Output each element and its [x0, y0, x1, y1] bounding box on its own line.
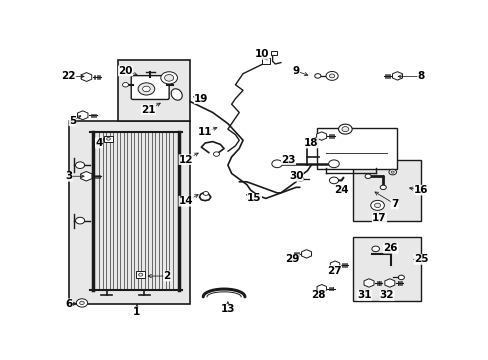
Circle shape	[314, 74, 320, 78]
Circle shape	[325, 72, 338, 80]
Circle shape	[380, 185, 386, 190]
Polygon shape	[329, 261, 339, 269]
Text: 4: 4	[95, 138, 102, 148]
Text: 17: 17	[371, 213, 386, 223]
Circle shape	[338, 124, 351, 134]
Text: 12: 12	[179, 155, 193, 165]
Circle shape	[397, 275, 404, 280]
Circle shape	[213, 152, 219, 156]
Circle shape	[164, 75, 173, 81]
Text: 5: 5	[69, 116, 76, 126]
Circle shape	[390, 171, 393, 173]
Text: 2: 2	[163, 271, 170, 281]
Bar	[136, 271, 145, 278]
Circle shape	[329, 74, 334, 78]
Circle shape	[76, 299, 87, 307]
Circle shape	[271, 160, 282, 168]
Text: 15: 15	[246, 193, 261, 203]
Text: 20: 20	[118, 66, 133, 76]
Bar	[262, 58, 269, 64]
Polygon shape	[363, 279, 373, 287]
Polygon shape	[384, 279, 394, 287]
Circle shape	[388, 169, 396, 175]
Text: 6: 6	[65, 299, 72, 309]
Circle shape	[341, 127, 348, 132]
Text: 7: 7	[390, 199, 398, 209]
Bar	[352, 159, 420, 221]
Text: 19: 19	[194, 94, 208, 104]
Bar	[68, 121, 189, 304]
Text: 21: 21	[141, 105, 155, 115]
Text: 18: 18	[304, 138, 318, 148]
Polygon shape	[81, 73, 92, 81]
Text: 24: 24	[334, 185, 348, 195]
Bar	[104, 136, 112, 142]
Text: 25: 25	[413, 255, 427, 264]
Text: 1: 1	[133, 307, 140, 317]
Text: 11: 11	[198, 127, 212, 137]
Circle shape	[374, 203, 380, 208]
Circle shape	[142, 86, 150, 92]
FancyBboxPatch shape	[131, 76, 169, 99]
Text: 3: 3	[65, 171, 72, 181]
Text: 13: 13	[220, 304, 235, 314]
Circle shape	[138, 83, 154, 95]
Bar	[118, 60, 189, 121]
Polygon shape	[301, 249, 311, 258]
Text: 29: 29	[285, 255, 299, 264]
Circle shape	[106, 138, 110, 140]
Circle shape	[203, 192, 208, 195]
Text: 28: 28	[311, 291, 325, 301]
Text: 27: 27	[326, 266, 341, 275]
Bar	[352, 237, 420, 301]
Bar	[271, 51, 276, 55]
Circle shape	[329, 177, 338, 184]
Text: 22: 22	[61, 72, 76, 81]
Text: 31: 31	[356, 291, 371, 301]
Polygon shape	[392, 72, 402, 80]
Circle shape	[80, 301, 84, 305]
Text: 10: 10	[254, 49, 269, 59]
Circle shape	[328, 160, 339, 168]
Polygon shape	[316, 132, 326, 140]
Circle shape	[139, 273, 142, 276]
Circle shape	[122, 82, 128, 87]
Circle shape	[297, 177, 303, 181]
Text: 9: 9	[292, 66, 299, 76]
Text: 8: 8	[417, 72, 424, 81]
Text: 16: 16	[413, 185, 427, 195]
Ellipse shape	[171, 89, 182, 100]
Text: 26: 26	[383, 243, 397, 253]
Circle shape	[365, 174, 370, 179]
Circle shape	[370, 201, 384, 210]
Text: 30: 30	[288, 171, 303, 181]
Text: 32: 32	[379, 291, 393, 301]
Text: 23: 23	[281, 155, 295, 165]
Polygon shape	[77, 111, 88, 120]
Circle shape	[161, 72, 177, 84]
Text: 14: 14	[179, 196, 193, 206]
Polygon shape	[81, 171, 92, 181]
Circle shape	[75, 162, 84, 168]
Circle shape	[371, 246, 379, 252]
FancyBboxPatch shape	[316, 128, 396, 169]
Circle shape	[75, 217, 84, 224]
Polygon shape	[316, 284, 326, 293]
